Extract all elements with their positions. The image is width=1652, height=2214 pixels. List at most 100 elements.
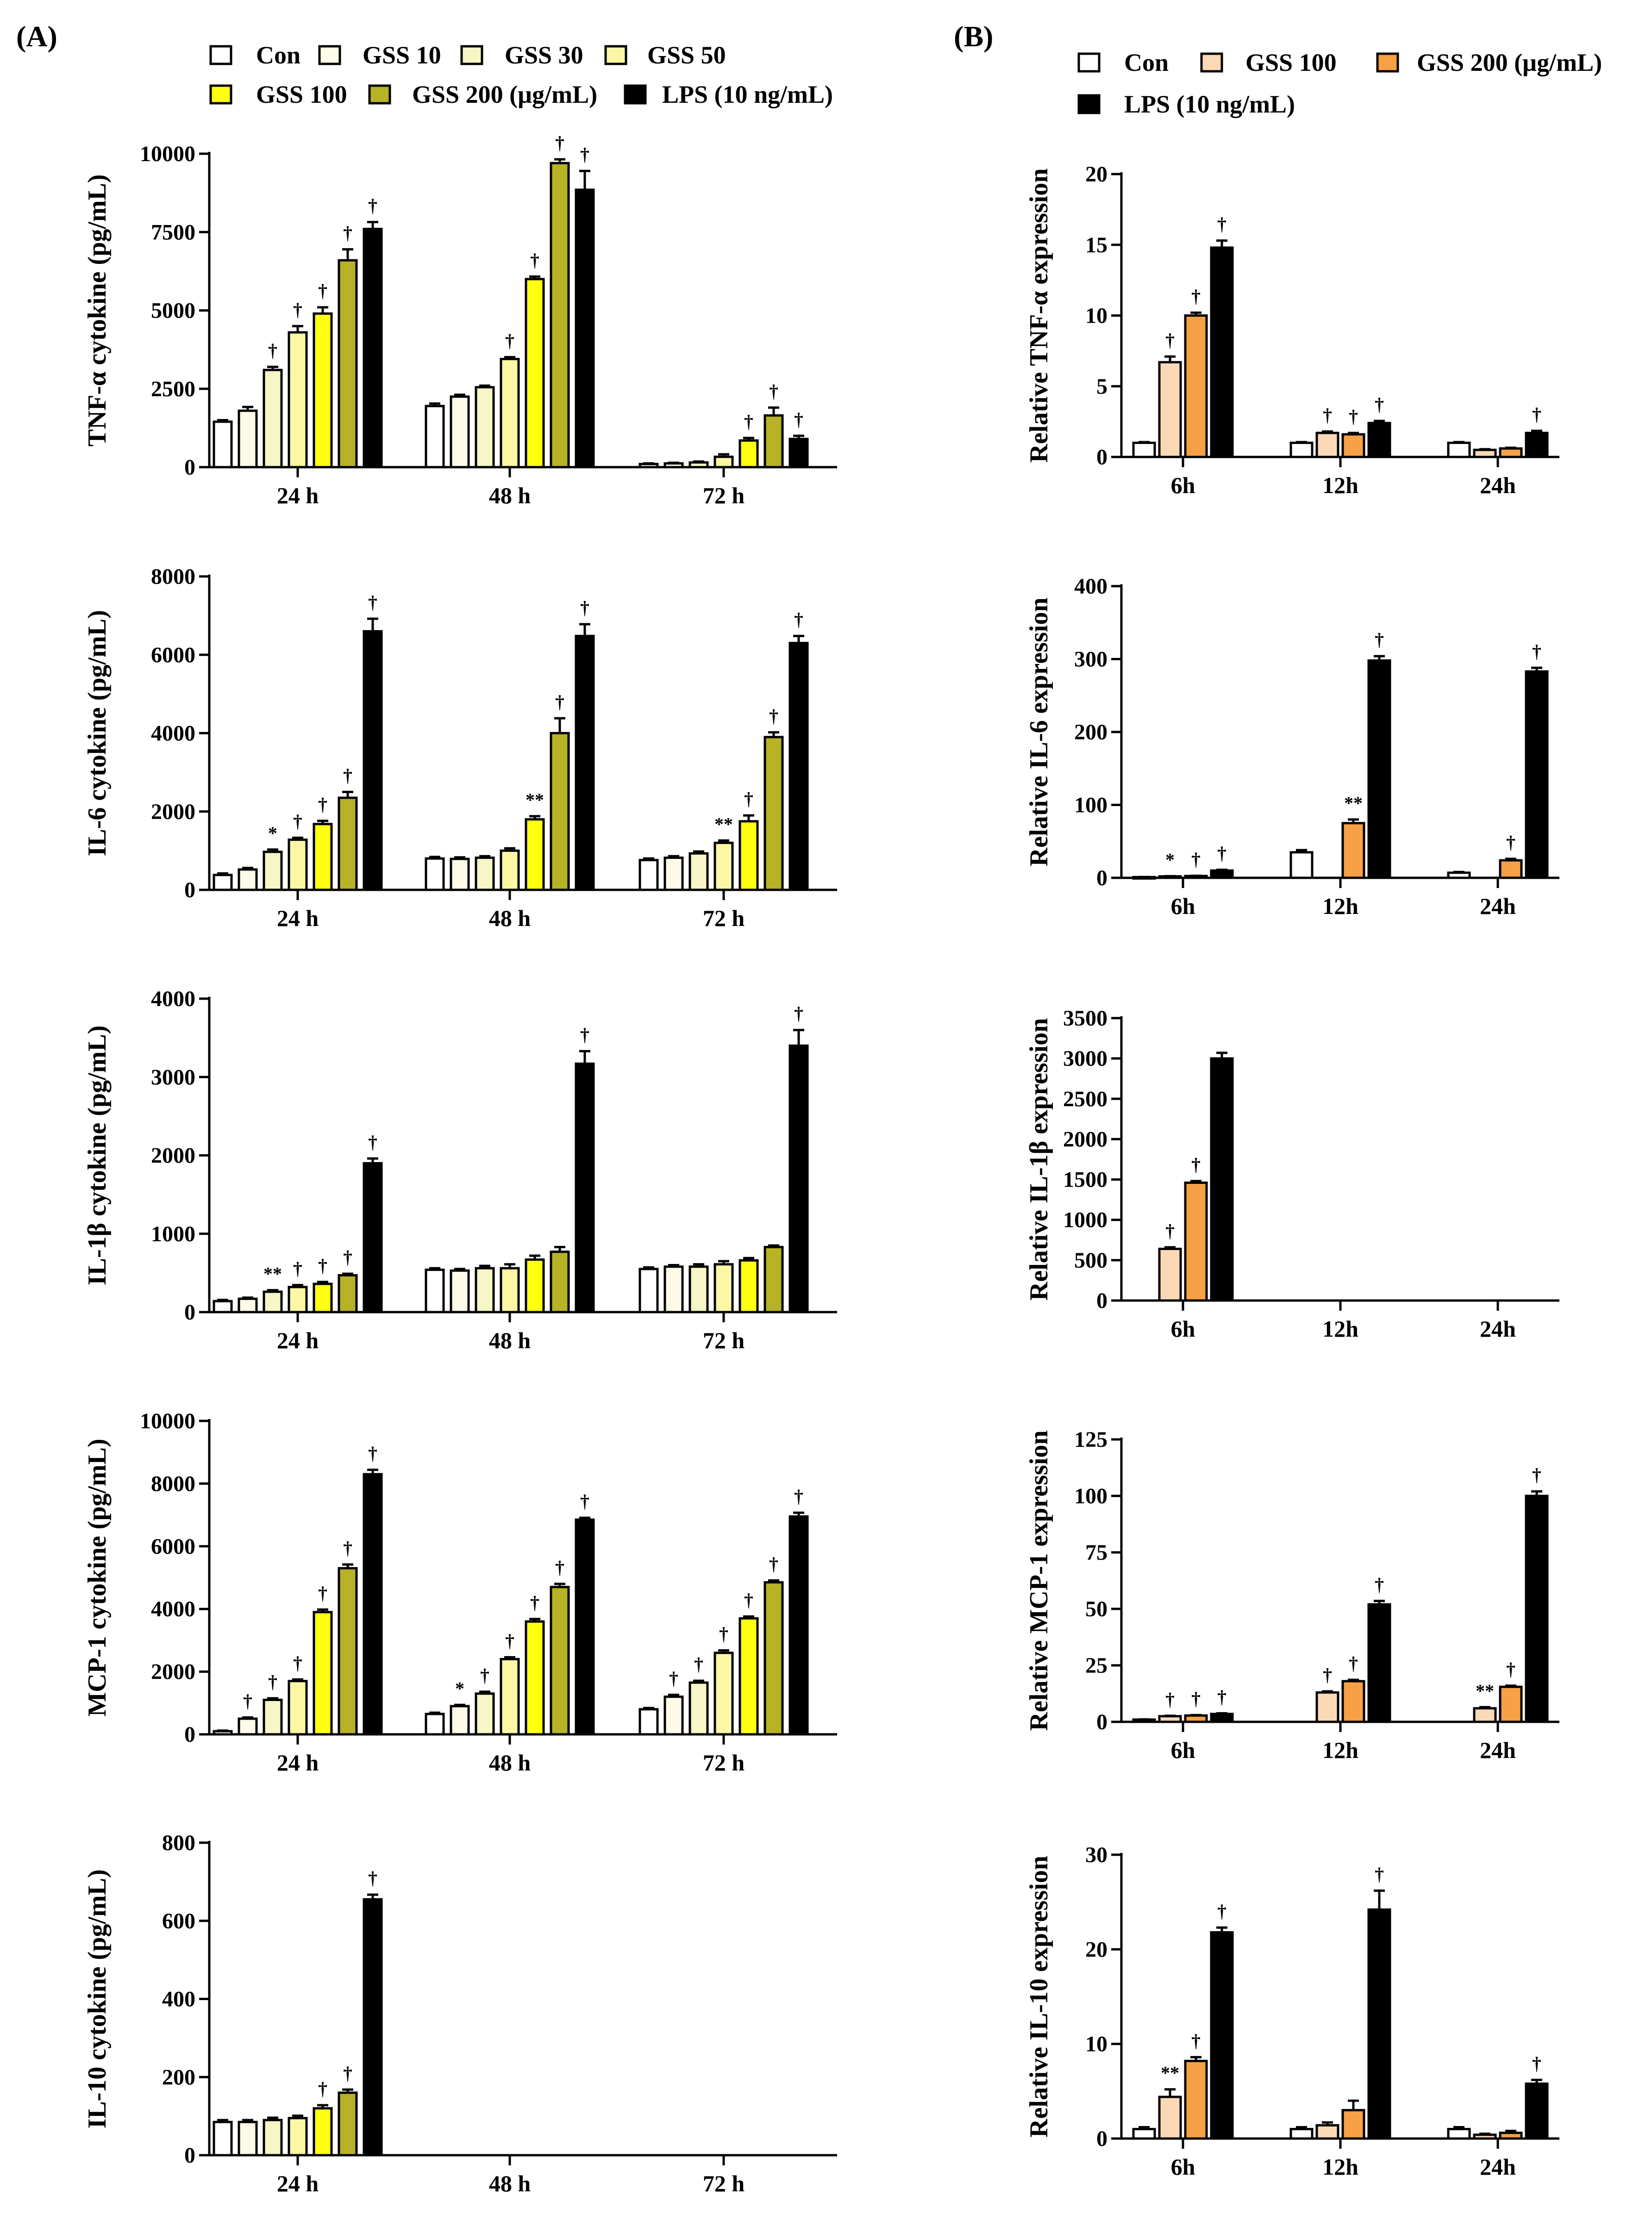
sig-mark-a4-72-h-gss-100: †: [744, 1589, 753, 1610]
y-tick-label-a4: 0: [184, 1722, 195, 1747]
bar-a4-72-h-con: [638, 1708, 659, 1736]
legend-b-label-gss200: GSS 200 (µg/mL): [1417, 49, 1602, 76]
bar-a4-72-h-gss-30: [688, 1681, 709, 1736]
x-tick-label-b1-12h: 12h: [1322, 472, 1358, 498]
bar-a2-72-h-gss-50: [713, 841, 734, 891]
bar-a4-24-h-gss-100: [313, 1611, 333, 1736]
bar-a2-24-h-gss-30: [263, 851, 283, 891]
bar-b4-6h-lps-10-ng-ml: [1210, 1713, 1234, 1723]
sig-mark-a4-48-h-gss-50: †: [505, 1630, 514, 1651]
bar-a4-72-h-gss-100: [738, 1617, 759, 1736]
sig-mark-a3-48-h-lps-10-ng-ml: †: [580, 1024, 589, 1045]
sig-mark-a4-24-h-gss-100: †: [318, 1583, 327, 1604]
bar-b5-6h-gss-200-g-ml: [1184, 2059, 1208, 2140]
sig-mark-a4-24-h-gss-10: †: [243, 1690, 252, 1711]
x-tick-label-a5-72-h: 72 h: [703, 2170, 745, 2196]
legend-a-label-gss10: GSS 10: [363, 41, 441, 69]
x-tick-label-b1-6h: 6h: [1171, 472, 1195, 498]
bar-a4-24-h-gss-30: [263, 1699, 283, 1736]
sig-mark-a2-24-h-gss-30: *: [268, 823, 277, 844]
legend-b-label-gss100: GSS 100: [1245, 49, 1337, 76]
bar-a1-48-h-gss-50: [500, 357, 520, 469]
bar-a2-24-h-con: [213, 874, 233, 891]
sig-mark-b1-6h-lps-10-ng-ml: †: [1217, 214, 1226, 235]
bar-a4-24-h-gss-10: [238, 1717, 258, 1736]
bar-a1-24-h-lps-10-ng-ml: [363, 227, 383, 469]
sig-mark-b2-6h-gss-200-g-ml: †: [1191, 849, 1201, 870]
bar-a4-24-h-gss-200-g-ml: [338, 1567, 358, 1736]
bar-a5-24-h-gss-100: [313, 2107, 333, 2157]
bar-a1-72-h-gss-100: [738, 439, 759, 469]
bar-a2-72-h-gss-100: [738, 820, 759, 891]
legend-b-swatch-con: [1077, 52, 1101, 73]
bar-b1-6h-gss-200-g-ml: [1184, 314, 1208, 458]
sig-mark-b1-12h-gss-100: †: [1323, 405, 1332, 425]
sig-mark-b1-12h-gss-200-g-ml: †: [1349, 406, 1358, 427]
y-tick-label-a4: 6000: [151, 1534, 195, 1559]
x-tick-label-a3-72-h: 72 h: [703, 1327, 745, 1353]
bar-a1-72-h-lps-10-ng-ml: [788, 438, 809, 469]
bar-b2-24h-gss-200-g-ml: [1499, 859, 1523, 879]
sig-mark-b5-24h-lps-10-ng-ml: †: [1532, 2053, 1541, 2074]
bar-b4-12h-lps-10-ng-ml: [1367, 1603, 1391, 1723]
legend-a-swatch-gss200: [368, 84, 391, 105]
bar-b2-12h-gss-200-g-ml: [1341, 822, 1365, 879]
bar-a3-48-h-gss-10: [450, 1269, 470, 1313]
sig-mark-a4-72-h-lps-10-ng-ml: †: [794, 1486, 803, 1507]
sig-mark-a4-72-h-gss-200-g-ml: †: [769, 1554, 778, 1575]
bar-a2-24-h-lps-10-ng-ml: [363, 630, 383, 891]
bar-a2-24-h-gss-100: [313, 823, 333, 891]
bar-b5-24h-lps-10-ng-ml: [1525, 2082, 1549, 2140]
bar-a4-72-h-gss-10: [663, 1695, 684, 1736]
bar-b5-12h-gss-100: [1315, 2124, 1339, 2140]
sig-mark-b3-6h-gss-100: †: [1165, 1220, 1175, 1241]
bar-b4-24h-lps-10-ng-ml: [1525, 1495, 1549, 1723]
bar-b1-12h-gss-200-g-ml: [1341, 433, 1365, 458]
y-tick-label-a2: 4000: [151, 721, 195, 746]
y-tick-label-b3: 1500: [1063, 1168, 1108, 1192]
y-tick-label-a4: 8000: [151, 1471, 195, 1496]
bar-b1-12h-lps-10-ng-ml: [1367, 422, 1391, 458]
chart-b5: 0 10 20 30 Relative IL-10 expression 6h ** † † 12…: [1025, 1843, 1559, 2180]
sig-mark-a2-48-h-gss-200-g-ml: †: [555, 691, 564, 712]
y-tick-label-a4: 2000: [151, 1660, 195, 1684]
bar-a3-48-h-gss-100: [525, 1258, 545, 1313]
sig-mark-a2-72-h-lps-10-ng-ml: †: [794, 609, 803, 630]
bar-a3-72-h-gss-10: [663, 1265, 684, 1313]
bar-a1-48-h-gss-100: [525, 278, 545, 469]
sig-mark-a1-24-h-gss-30: †: [268, 340, 277, 361]
legend-b-swatch-lps: [1077, 94, 1101, 114]
bar-a3-48-h-gss-50: [500, 1267, 520, 1313]
y-tick-label-a1: 0: [184, 455, 195, 480]
x-tick-label-a4-24-h: 24 h: [277, 1750, 319, 1776]
bar-a2-24-h-gss-10: [238, 868, 258, 891]
legend-b-swatch-gss100: [1200, 52, 1223, 73]
sig-mark-a4-72-h-gss-30: †: [694, 1654, 703, 1675]
y-tick-label-b4: 25: [1085, 1653, 1108, 1678]
bar-a4-24-h-gss-50: [288, 1680, 308, 1736]
bar-a2-24-h-gss-50: [288, 838, 308, 891]
sig-mark-a4-72-h-gss-50: †: [719, 1624, 728, 1645]
x-tick-label-b3-6h: 6h: [1171, 1316, 1195, 1342]
y-tick-label-b2: 100: [1074, 793, 1108, 818]
chart-a5: 0 200 400 600 800 IL-10 cytokine (pg/mL) 24 h †…: [83, 1831, 837, 2196]
sig-mark-a1-24-h-lps-10-ng-ml: †: [368, 195, 377, 216]
y-tick-label-a3: 1000: [151, 1222, 195, 1246]
bar-a1-72-h-gss-30: [688, 461, 709, 469]
bar-b5-12h-gss-200-g-ml: [1341, 2109, 1365, 2140]
bar-a1-48-h-con: [425, 405, 445, 469]
bar-a4-72-h-lps-10-ng-ml: [788, 1515, 809, 1736]
y-tick-label-b4: 100: [1074, 1484, 1108, 1508]
bar-b4-6h-gss-100: [1158, 1715, 1182, 1723]
y-tick-label-a2: 8000: [151, 564, 195, 589]
sig-mark-b5-6h-gss-200-g-ml: †: [1191, 2030, 1201, 2051]
sig-mark-b1-24h-lps-10-ng-ml: †: [1532, 404, 1541, 425]
bar-a4-72-h-gss-200-g-ml: [763, 1581, 784, 1736]
bar-b1-6h-gss-100: [1158, 361, 1182, 458]
y-tick-label-b3: 2500: [1063, 1087, 1108, 1111]
y-tick-label-a1: 7500: [151, 220, 195, 244]
x-tick-label-a1-48-h: 48 h: [489, 482, 531, 508]
y-tick-label-a1: 5000: [151, 299, 195, 323]
bar-a1-24-h-gss-30: [263, 369, 283, 469]
panel-label-a: (A): [16, 20, 57, 53]
